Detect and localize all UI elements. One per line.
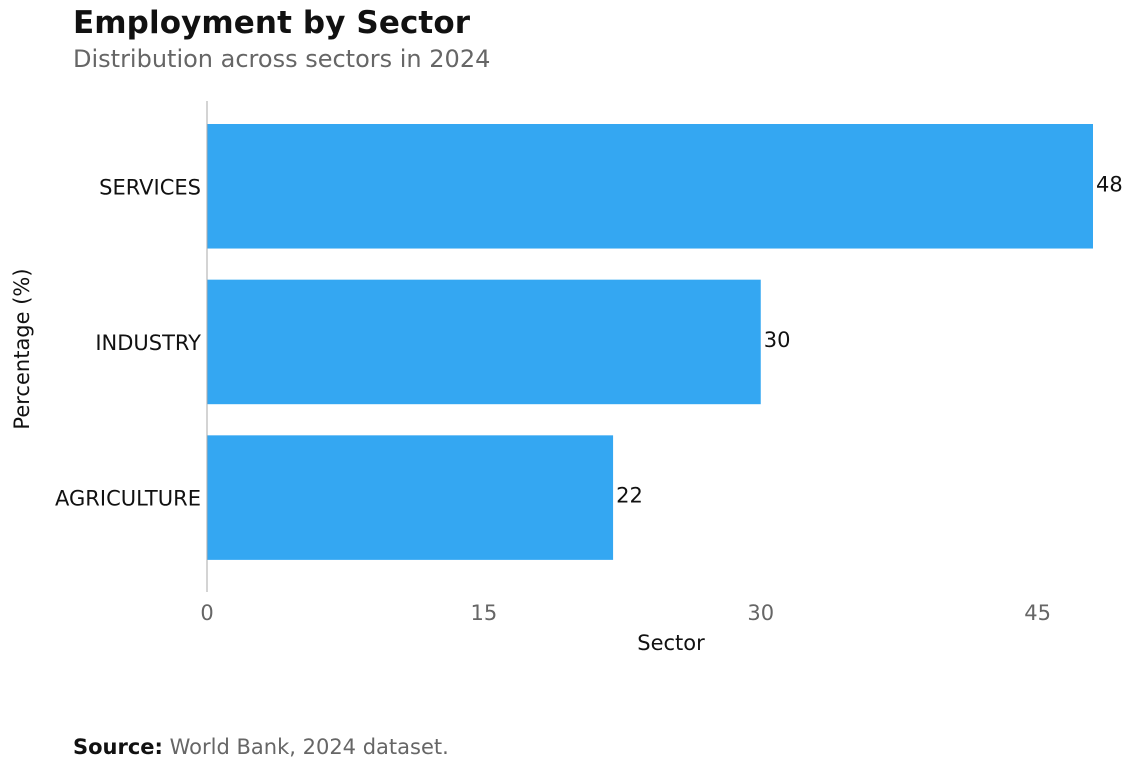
source-text: World Bank, 2024 dataset. [169, 735, 449, 759]
x-tick-label-30: 30 [747, 601, 774, 625]
labels-layer: SERVICES 48 INDUSTRY 30 AGRICULTURE 22 [55, 172, 1123, 510]
data-label-industry: 30 [764, 328, 791, 352]
bar-industry [207, 279, 761, 405]
chart-title: Employment by Sector [73, 5, 471, 41]
bar-agriculture [207, 435, 614, 560]
chart-subtitle: Distribution across sectors in 2024 [73, 45, 491, 73]
x-tick-label-45: 45 [1024, 601, 1051, 625]
x-axis-title: Sector [637, 631, 705, 655]
bars-layer [207, 124, 1093, 560]
bar-chart: SERVICES 48 INDUSTRY 30 AGRICULTURE 22 0 15 30 4… [10, 101, 1123, 655]
source-label: Source: [73, 735, 163, 759]
y-tick-label-services: SERVICES [99, 175, 201, 199]
bar-services [207, 124, 1093, 249]
x-tick-label-0: 0 [200, 601, 213, 625]
data-label-services: 48 [1096, 172, 1123, 196]
x-ticks-layer: 0 15 30 45 [200, 601, 1051, 625]
y-tick-label-agriculture: AGRICULTURE [55, 487, 201, 511]
y-axis-title: Percentage (%) [10, 268, 34, 429]
y-tick-label-industry: INDUSTRY [95, 331, 201, 355]
x-tick-label-15: 15 [471, 601, 498, 625]
source-note: Source: World Bank, 2024 dataset. [73, 735, 449, 759]
data-label-agriculture: 22 [616, 484, 643, 508]
